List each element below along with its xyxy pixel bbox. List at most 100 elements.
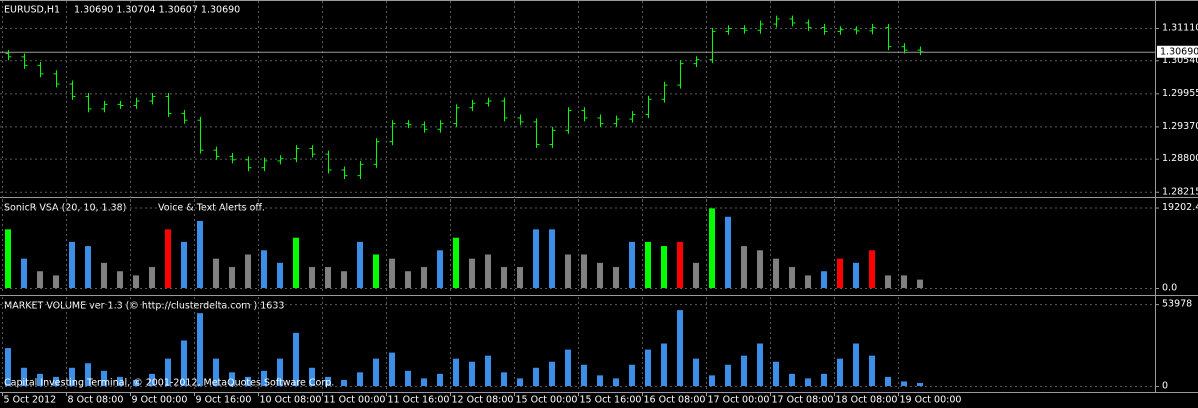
y-tick-label: 19202.4 xyxy=(1162,202,1198,213)
bar xyxy=(341,271,347,288)
bar xyxy=(421,267,427,288)
bar xyxy=(5,348,11,386)
bar xyxy=(853,343,859,386)
bar xyxy=(245,254,251,288)
bar xyxy=(757,250,763,288)
bar xyxy=(725,216,731,288)
x-tick-label: 17 Oct 00:00 xyxy=(708,395,770,406)
bar xyxy=(629,241,635,288)
bar xyxy=(677,310,683,386)
y-tick-label: 1.28800 xyxy=(1162,153,1198,164)
bar xyxy=(453,237,459,288)
bar xyxy=(789,373,795,386)
bar xyxy=(501,267,507,288)
x-tick-label: 18 Oct 08:00 xyxy=(836,395,898,406)
bar xyxy=(309,267,315,288)
x-tick-label: 15 Oct 16:00 xyxy=(580,395,642,406)
bar xyxy=(437,373,443,386)
bar xyxy=(53,376,59,386)
bar xyxy=(197,220,203,288)
bar xyxy=(373,358,379,386)
bar xyxy=(917,382,923,386)
bar xyxy=(901,275,907,288)
bar xyxy=(453,358,459,386)
ohlc-header: 1.30690 1.30704 1.30607 1.30690 xyxy=(74,5,240,16)
bar xyxy=(53,275,59,288)
bar xyxy=(693,358,699,386)
bar xyxy=(245,376,251,386)
bar xyxy=(741,355,747,386)
bar xyxy=(901,381,907,386)
bar xyxy=(773,258,779,288)
bar xyxy=(309,367,315,386)
x-tick-label: 11 Oct 00:00 xyxy=(324,395,386,406)
bar xyxy=(421,378,427,386)
bar xyxy=(181,340,187,386)
bar xyxy=(757,343,763,386)
bar xyxy=(485,254,491,288)
bar xyxy=(709,208,715,288)
bar xyxy=(645,241,651,288)
bar xyxy=(613,267,619,288)
bar xyxy=(373,254,379,288)
bar xyxy=(789,267,795,288)
bar xyxy=(149,267,155,288)
bar xyxy=(629,364,635,386)
bar xyxy=(149,373,155,386)
bar xyxy=(133,379,139,386)
bar xyxy=(469,258,475,288)
bar xyxy=(37,373,43,386)
bar xyxy=(277,358,283,386)
y-tick-label: 1.28215 xyxy=(1162,186,1198,197)
bar xyxy=(517,267,523,288)
bar xyxy=(693,262,699,288)
bar xyxy=(229,372,235,386)
bar xyxy=(469,361,475,386)
bar xyxy=(885,275,891,288)
bar xyxy=(549,361,555,386)
bar xyxy=(501,372,507,386)
bar xyxy=(597,262,603,288)
watermark: Capital Investing Terminal, © 2001-2012,… xyxy=(4,378,334,389)
bar xyxy=(805,275,811,288)
bar xyxy=(709,375,715,386)
y-tick-label: 53978 xyxy=(1162,299,1192,310)
y-tick-label: 1.30540 xyxy=(1162,55,1198,66)
x-tick-label: 15 Oct 00:00 xyxy=(516,395,578,406)
bar xyxy=(293,237,299,288)
bar xyxy=(837,258,843,288)
indicator-title: MARKET VOLUME ver 1.3 (© http://clusterd… xyxy=(4,301,284,312)
bar xyxy=(437,250,443,288)
bar xyxy=(21,258,27,288)
bar xyxy=(773,361,779,386)
bar xyxy=(69,367,75,386)
bar xyxy=(357,372,363,386)
bar xyxy=(517,378,523,386)
bar xyxy=(405,271,411,288)
bar xyxy=(565,254,571,288)
bar xyxy=(213,358,219,386)
bar xyxy=(293,332,299,386)
bar xyxy=(21,367,27,386)
y-tick-label: 0 xyxy=(1162,381,1168,392)
x-tick-label: 17 Oct 08:00 xyxy=(772,395,834,406)
current-price-label: 1.30690 xyxy=(1160,46,1198,57)
bar xyxy=(229,267,235,288)
bar xyxy=(389,258,395,288)
bar xyxy=(565,349,571,386)
bar xyxy=(325,376,331,386)
x-tick-label: 12 Oct 08:00 xyxy=(452,395,514,406)
bar xyxy=(917,279,923,288)
bar xyxy=(341,379,347,386)
bar xyxy=(869,250,875,288)
bar xyxy=(821,373,827,386)
bar xyxy=(277,262,283,288)
bar xyxy=(165,358,171,386)
bar xyxy=(645,349,651,386)
x-tick-label: 8 Oct 08:00 xyxy=(68,395,124,406)
symbol: EURUSD,H1 xyxy=(4,5,60,16)
bar xyxy=(405,370,411,386)
bar xyxy=(597,375,603,386)
bar xyxy=(325,267,331,288)
